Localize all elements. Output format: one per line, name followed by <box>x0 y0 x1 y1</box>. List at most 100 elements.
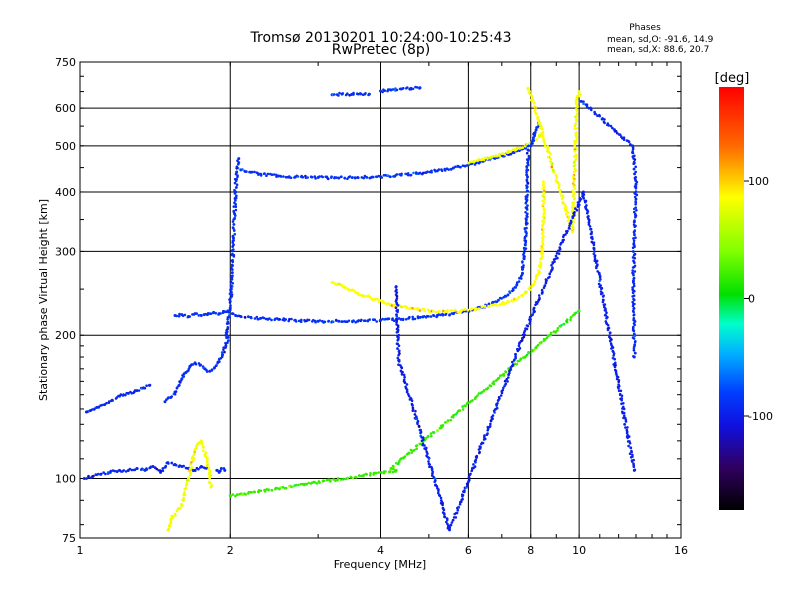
echo-point <box>633 172 636 176</box>
echo-point <box>572 164 576 168</box>
echo-point <box>554 179 558 182</box>
echo-point <box>170 517 174 520</box>
echo-point <box>347 319 351 323</box>
echo-point <box>234 494 237 498</box>
echo-point <box>631 304 635 308</box>
echo-point <box>191 455 194 458</box>
echo-point <box>228 314 231 317</box>
echo-point <box>232 248 235 251</box>
echo-point <box>463 308 467 311</box>
echo-point <box>566 219 570 223</box>
echo-point <box>250 316 253 320</box>
echo-point <box>632 237 635 240</box>
echo-point <box>534 346 538 350</box>
echo-point <box>614 369 618 373</box>
echo-point <box>106 471 110 474</box>
echo-point <box>136 467 139 470</box>
echo-point <box>422 171 425 175</box>
echo-point <box>559 325 562 328</box>
echo-point <box>604 309 607 312</box>
echo-point <box>262 316 266 320</box>
echo-point <box>463 164 467 168</box>
echo-point <box>229 304 232 307</box>
echo-point <box>585 103 589 106</box>
echo-point <box>633 158 637 161</box>
echo-point <box>632 282 636 286</box>
echo-point <box>573 127 576 131</box>
echo-point <box>566 229 569 233</box>
echo-point <box>444 421 447 424</box>
echo-point <box>497 396 501 399</box>
echo-point <box>466 308 470 312</box>
echo-point <box>323 320 327 324</box>
echo-point <box>565 319 568 323</box>
echo-point <box>434 310 437 314</box>
echo-point <box>537 294 541 297</box>
echo-point <box>437 168 441 171</box>
echo-point <box>605 311 608 315</box>
echo-point <box>208 481 211 485</box>
echo-point <box>576 110 579 113</box>
echo-point <box>231 274 234 278</box>
echo-point <box>252 490 255 494</box>
echo-points <box>82 85 639 532</box>
echo-point <box>475 307 478 311</box>
echo-point <box>418 86 422 90</box>
echo-point <box>632 253 636 257</box>
echo-point <box>598 114 601 118</box>
echo-point <box>520 277 523 280</box>
echo-point <box>418 309 422 312</box>
echo-point <box>536 115 540 119</box>
echo-point <box>190 466 194 469</box>
echo-point <box>202 449 205 453</box>
colorbar-tick-label: 100 <box>748 175 769 188</box>
echo-point <box>103 403 107 407</box>
echo-point <box>548 275 551 279</box>
echo-point <box>191 459 195 463</box>
echo-point <box>400 172 403 176</box>
echo-point <box>174 390 178 393</box>
echo-point <box>203 466 207 470</box>
echo-point <box>511 287 515 291</box>
echo-point <box>420 439 424 443</box>
echo-point <box>389 175 392 179</box>
echo-point <box>352 91 355 95</box>
echo-point <box>574 115 577 119</box>
echo-point <box>632 329 636 333</box>
echo-point <box>570 315 573 319</box>
echo-point <box>187 476 190 480</box>
echo-point <box>364 294 367 298</box>
echo-point <box>233 188 236 192</box>
echo-point <box>232 243 235 246</box>
echo-point <box>523 329 527 333</box>
echo-point <box>209 312 213 316</box>
echo-point <box>475 454 479 458</box>
echo-point <box>624 426 627 429</box>
echo-point <box>522 246 526 250</box>
echo-point <box>391 88 395 91</box>
echo-point <box>155 467 159 471</box>
echo-point <box>379 318 382 322</box>
echo-point <box>520 271 524 275</box>
echo-point <box>391 470 395 474</box>
echo-point <box>405 306 409 310</box>
echo-point <box>586 211 589 215</box>
echo-point <box>564 204 567 208</box>
echo-point <box>182 496 186 500</box>
echo-point <box>410 399 414 403</box>
echo-point <box>524 195 528 198</box>
echo-point <box>582 197 585 200</box>
echo-point <box>517 296 521 299</box>
echo-point <box>230 271 234 274</box>
chart-subtitle: RwPretec (8p) <box>332 42 430 58</box>
echo-point <box>274 487 277 491</box>
echo-point <box>234 208 238 212</box>
echo-point <box>632 239 636 242</box>
echo-point <box>437 491 440 495</box>
echo-point <box>228 494 232 498</box>
echo-point <box>426 170 429 173</box>
echo-point <box>546 145 550 148</box>
echo-point <box>181 498 184 502</box>
echo-point <box>529 144 533 148</box>
echo-point <box>573 177 576 181</box>
